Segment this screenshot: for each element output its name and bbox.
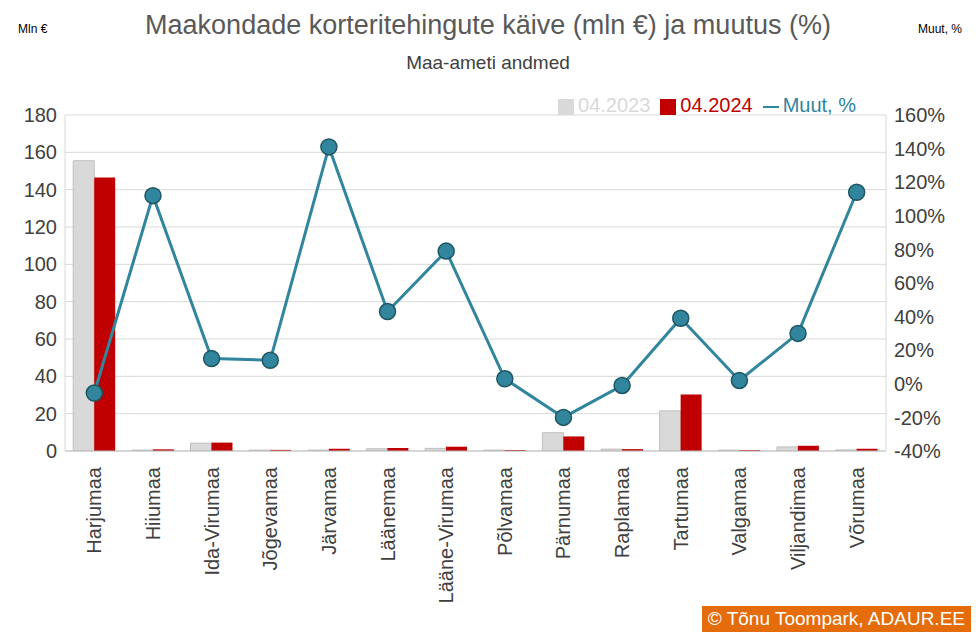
html-text:04.2023: 04.2023: [578, 94, 651, 116]
svg-text:0%: 0%: [894, 373, 923, 395]
svg-text:Valgamaa: Valgamaa: [728, 466, 750, 555]
svg-text:20%: 20%: [894, 339, 934, 361]
svg-text:140%: 140%: [894, 138, 945, 160]
svg-text:160: 160: [24, 141, 57, 163]
html-text:Muut, %: Muut, %: [918, 22, 962, 36]
svg-text:100: 100: [24, 253, 57, 275]
html-text:Maakondade korteritehingute kä: Maakondade korteritehingute käive (mln €…: [145, 10, 831, 40]
svg-text:100%: 100%: [894, 205, 945, 227]
svg-text:Harjumaa: Harjumaa: [83, 466, 105, 554]
svg-text:40: 40: [35, 365, 57, 387]
svg-text:160%: 160%: [894, 104, 945, 126]
svg-text:80%: 80%: [894, 239, 934, 261]
svg-text:Võrumaa: Võrumaa: [846, 466, 868, 548]
svg-text:Põlvamaa: Põlvamaa: [494, 466, 516, 556]
html-text:Muut, %: Muut, %: [782, 94, 856, 116]
svg-text:Hiiumaa: Hiiumaa: [142, 466, 164, 540]
svg-text:Ida-Virumaa: Ida-Virumaa: [201, 466, 223, 575]
svg-text:140: 140: [24, 179, 57, 201]
svg-text:120: 120: [24, 216, 57, 238]
svg-text:Järvamaa: Järvamaa: [318, 466, 340, 555]
svg-text:Jõgevamaa: Jõgevamaa: [259, 466, 281, 570]
svg-text:Pärnumaa: Pärnumaa: [552, 466, 574, 559]
html-text:Maa-ameti andmed: Maa-ameti andmed: [406, 52, 570, 73]
svg-text:180: 180: [24, 104, 57, 126]
html-text:© Tõnu Toompark, ADAUR.EE: © Tõnu Toompark, ADAUR.EE: [707, 608, 965, 629]
svg-text:Läänemaa: Läänemaa: [377, 466, 399, 561]
svg-text:-40%: -40%: [894, 440, 941, 462]
svg-text:40%: 40%: [894, 306, 934, 328]
svg-text:Viljandimaa: Viljandimaa: [787, 466, 809, 570]
svg-text:120%: 120%: [894, 171, 945, 193]
svg-text:Lääne-Virumaa: Lääne-Virumaa: [435, 466, 457, 603]
html-text:04.2024: 04.2024: [680, 94, 753, 116]
svg-text:60%: 60%: [894, 272, 934, 294]
svg-text:60: 60: [35, 328, 57, 350]
svg-text:20: 20: [35, 403, 57, 425]
svg-text:-20%: -20%: [894, 407, 941, 429]
svg-text:0: 0: [46, 440, 57, 462]
svg-text:Tartumaa: Tartumaa: [670, 466, 692, 550]
svg-text:80: 80: [35, 291, 57, 313]
html-text:Mln €: Mln €: [18, 22, 48, 36]
svg-text:Raplamaa: Raplamaa: [611, 466, 633, 558]
